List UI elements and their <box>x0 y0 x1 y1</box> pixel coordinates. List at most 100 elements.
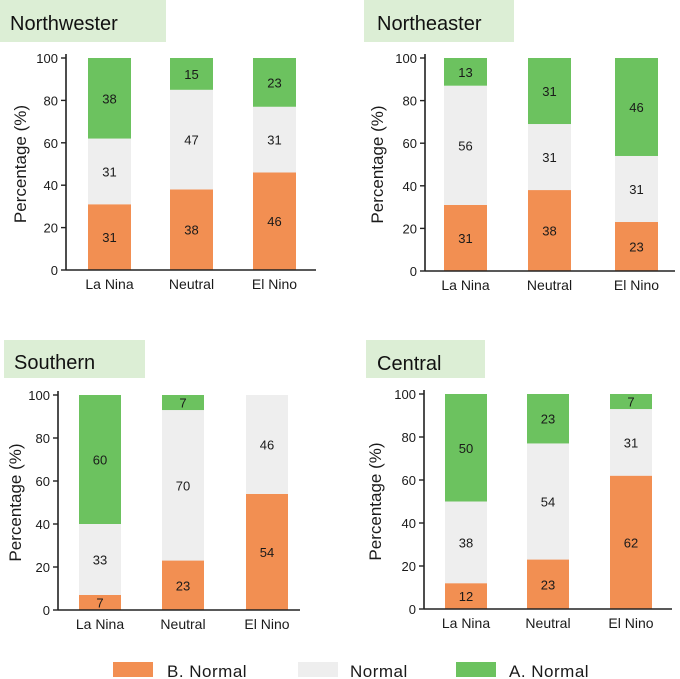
bar-a-normal-neutral <box>528 58 571 125</box>
y-tick-label: 20 <box>403 221 417 236</box>
category-label-neutral: Neutral <box>160 616 205 632</box>
value-label-normal-neutral: 47 <box>184 133 198 148</box>
bar-a-normal-la-nina <box>88 58 131 139</box>
bar-normal-neutral <box>528 124 571 191</box>
bar-b-normal-neutral <box>162 560 204 610</box>
bar-a-normal-la-nina <box>445 394 487 502</box>
value-label-a-normal-la-nina: 60 <box>93 453 107 468</box>
y-axis-label: Percentage (%) <box>366 442 385 560</box>
bar-b-normal-la-nina <box>444 204 487 271</box>
value-label-normal-la-nina: 56 <box>458 138 472 153</box>
y-tick-label: 100 <box>394 387 416 402</box>
value-label-b-normal-el-nino: 62 <box>624 535 638 550</box>
legend-item-a-normal: A. Normal <box>456 662 589 679</box>
y-tick-label: 40 <box>44 178 58 193</box>
value-label-a-normal-el-nino: 46 <box>629 100 643 115</box>
category-label-la-nina: La Nina <box>85 276 133 292</box>
bar-b-normal-neutral <box>170 189 213 270</box>
value-label-normal-la-nina: 31 <box>102 164 116 179</box>
bar-b-normal-la-nina <box>79 594 121 610</box>
y-tick-label: 20 <box>44 221 58 236</box>
panel-southern: Southern 7 33 60 La Nina 23 70 7 Neutral 54 46 El N… <box>4 340 300 632</box>
value-label-b-normal-neutral: 23 <box>176 578 190 593</box>
value-label-normal-la-nina: 38 <box>459 535 473 550</box>
value-label-normal-neutral: 54 <box>541 495 555 510</box>
category-label-la-nina: La Nina <box>441 277 489 293</box>
bar-normal-la-nina <box>79 524 121 595</box>
value-label-normal-neutral: 31 <box>542 150 556 165</box>
value-label-b-normal-neutral: 23 <box>541 577 555 592</box>
panel-title: Southern <box>14 352 95 374</box>
category-label-el-nino: El Nino <box>608 615 653 631</box>
bar-b-normal-el-nino <box>610 475 652 609</box>
y-tick-label: 40 <box>403 179 417 194</box>
value-label-normal-neutral: 70 <box>176 478 190 493</box>
value-label-b-normal-la-nina: 7 <box>96 595 103 610</box>
value-label-b-normal-neutral: 38 <box>542 224 556 239</box>
legend-label: Normal <box>350 662 408 679</box>
bar-normal-la-nina <box>444 85 487 205</box>
category-label-la-nina: La Nina <box>76 616 124 632</box>
panel-title: Central <box>377 353 441 375</box>
bar-b-normal-el-nino <box>615 222 658 271</box>
category-label-el-nino: El Nino <box>244 616 289 632</box>
bar-b-normal-neutral <box>528 190 571 271</box>
value-label-a-normal-neutral: 23 <box>541 412 555 427</box>
category-label-el-nino: El Nino <box>614 277 659 293</box>
panel-title: Northeaster <box>377 13 482 35</box>
value-label-b-normal-la-nina: 12 <box>459 589 473 604</box>
value-label-normal-el-nino: 31 <box>624 435 638 450</box>
category-label-el-nino: El Nino <box>252 276 297 292</box>
y-tick-label: 20 <box>36 560 50 575</box>
value-label-b-normal-la-nina: 31 <box>102 230 116 245</box>
bar-b-normal-la-nina <box>88 204 131 270</box>
y-tick-label: 60 <box>44 136 58 151</box>
bar-a-normal-el-nino <box>253 58 296 107</box>
value-label-b-normal-el-nino: 23 <box>629 240 643 255</box>
bar-normal-el-nino <box>246 395 288 494</box>
y-tick-label: 80 <box>44 93 58 108</box>
bar-b-normal-el-nino <box>253 172 296 270</box>
bar-a-normal-la-nina <box>79 395 121 524</box>
value-label-normal-el-nino: 46 <box>260 437 274 452</box>
value-label-b-normal-el-nino: 46 <box>267 214 281 229</box>
bar-a-normal-el-nino <box>615 58 658 156</box>
bar-b-normal-la-nina <box>445 583 487 609</box>
value-label-a-normal-la-nina: 13 <box>458 65 472 80</box>
legend-item-b-normal: B. Normal <box>113 662 247 679</box>
category-label-neutral: Neutral <box>525 615 570 631</box>
value-label-a-normal-la-nina: 38 <box>102 91 116 106</box>
y-tick-label: 80 <box>403 94 417 109</box>
legend-label: B. Normal <box>167 662 247 679</box>
value-label-a-normal-el-nino: 23 <box>267 75 281 90</box>
y-tick-label: 80 <box>36 431 50 446</box>
y-axis-label: Percentage (%) <box>11 105 30 223</box>
y-tick-label: 20 <box>402 559 416 574</box>
bar-a-normal-neutral <box>162 395 204 411</box>
bar-a-normal-la-nina <box>444 58 487 86</box>
y-tick-label: 60 <box>402 473 416 488</box>
y-tick-label: 60 <box>403 136 417 151</box>
y-tick-label: 80 <box>402 430 416 445</box>
y-tick-label: 0 <box>51 263 58 278</box>
category-label-neutral: Neutral <box>169 276 214 292</box>
panel-title: Northwester <box>10 13 118 35</box>
panel-title-box <box>364 0 514 42</box>
bar-a-normal-el-nino <box>610 394 652 410</box>
bar-normal-el-nino <box>615 155 658 223</box>
legend-item-normal: Normal <box>298 662 408 679</box>
bar-normal-el-nino <box>253 106 296 173</box>
bar-normal-la-nina <box>445 501 487 584</box>
panel-central: Central 12 38 50 La Nina 23 54 23 Neutral 62 31 7 El… <box>366 340 672 631</box>
value-label-a-normal-la-nina: 50 <box>459 441 473 456</box>
panel-northwester: Northwester 31 31 38 La Nina 38 47 15 Neutral 46 3… <box>0 0 316 292</box>
y-tick-label: 0 <box>410 264 417 279</box>
category-label-la-nina: La Nina <box>442 615 490 631</box>
y-tick-label: 100 <box>395 51 417 66</box>
panel-title-box <box>4 340 145 378</box>
y-tick-label: 100 <box>36 51 58 66</box>
panel-title-box <box>0 0 166 42</box>
legend-label: A. Normal <box>509 662 589 679</box>
bar-normal-neutral <box>527 443 569 560</box>
